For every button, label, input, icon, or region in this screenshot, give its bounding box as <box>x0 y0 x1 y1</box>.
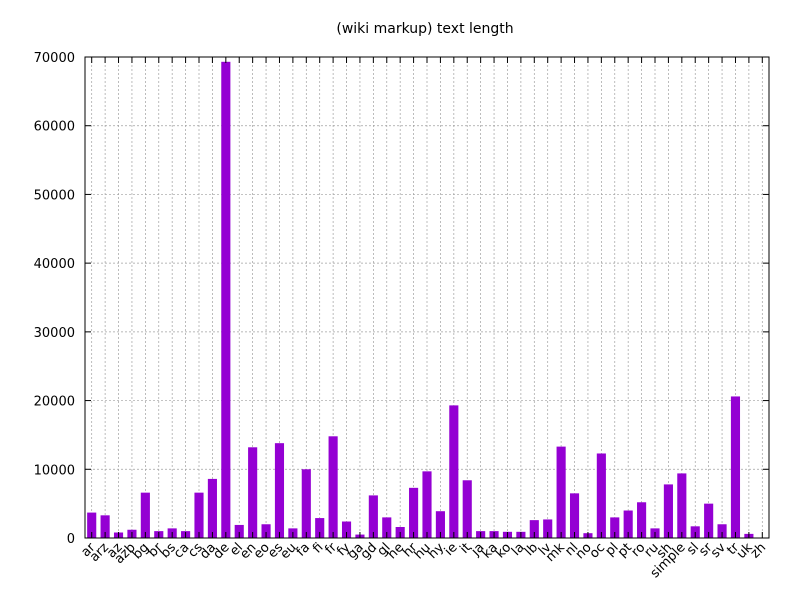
y-axis: 0 10000 20000 30000 40000 50000 60000 70000 <box>34 51 769 547</box>
bar-es <box>274 443 285 538</box>
bar-de <box>221 61 231 539</box>
bar-ro <box>637 502 647 538</box>
bar-bg <box>140 492 150 538</box>
y-tick-label: 40000 <box>34 257 75 272</box>
y-tick-label: 20000 <box>34 395 75 410</box>
bar-da <box>207 478 217 538</box>
grid-lines <box>85 57 769 538</box>
bar-pl <box>610 517 620 538</box>
bar-tr <box>730 396 741 538</box>
bar-fa <box>301 469 311 538</box>
chart-title: (wiki markup) text length <box>336 21 513 37</box>
bar-el <box>234 524 244 538</box>
bar-lb <box>529 520 539 538</box>
x-tick-label: zh <box>748 540 769 561</box>
bar-ar <box>87 512 97 538</box>
bar-hy <box>435 511 445 538</box>
bar-lv <box>543 519 553 538</box>
y-tick-label: 0 <box>67 532 75 547</box>
bar-cs <box>194 492 204 538</box>
x-tick-label: fa <box>294 540 313 559</box>
y-tick-label: 10000 <box>34 463 75 478</box>
bar-pt <box>623 510 633 538</box>
bar-gl <box>382 517 392 538</box>
bar-sr <box>704 503 714 538</box>
bar-eo <box>261 524 271 538</box>
bar-sh <box>663 484 673 538</box>
bar-oc <box>596 453 606 538</box>
x-tick-label: ie <box>442 540 461 559</box>
y-tick-label: 30000 <box>34 326 75 341</box>
bar-ie <box>449 405 459 538</box>
bar-fy <box>341 521 352 538</box>
y-tick-label: 50000 <box>34 188 75 203</box>
plot-frame <box>84 56 770 539</box>
bar-arz <box>100 515 110 538</box>
bar-simple <box>677 473 687 538</box>
bars <box>87 61 754 539</box>
bar-sv <box>717 524 727 538</box>
bar-hr <box>409 487 419 538</box>
bar-mk <box>556 446 566 538</box>
bar-nl <box>569 493 580 538</box>
bar-en <box>248 447 258 538</box>
bar-gd <box>368 495 378 538</box>
y-tick-label: 70000 <box>34 51 75 66</box>
bar-hu <box>422 471 432 538</box>
bar-it <box>462 480 472 538</box>
y-tick-label: 60000 <box>34 120 75 135</box>
bar-fi <box>315 518 325 538</box>
bar-fr <box>328 436 338 538</box>
